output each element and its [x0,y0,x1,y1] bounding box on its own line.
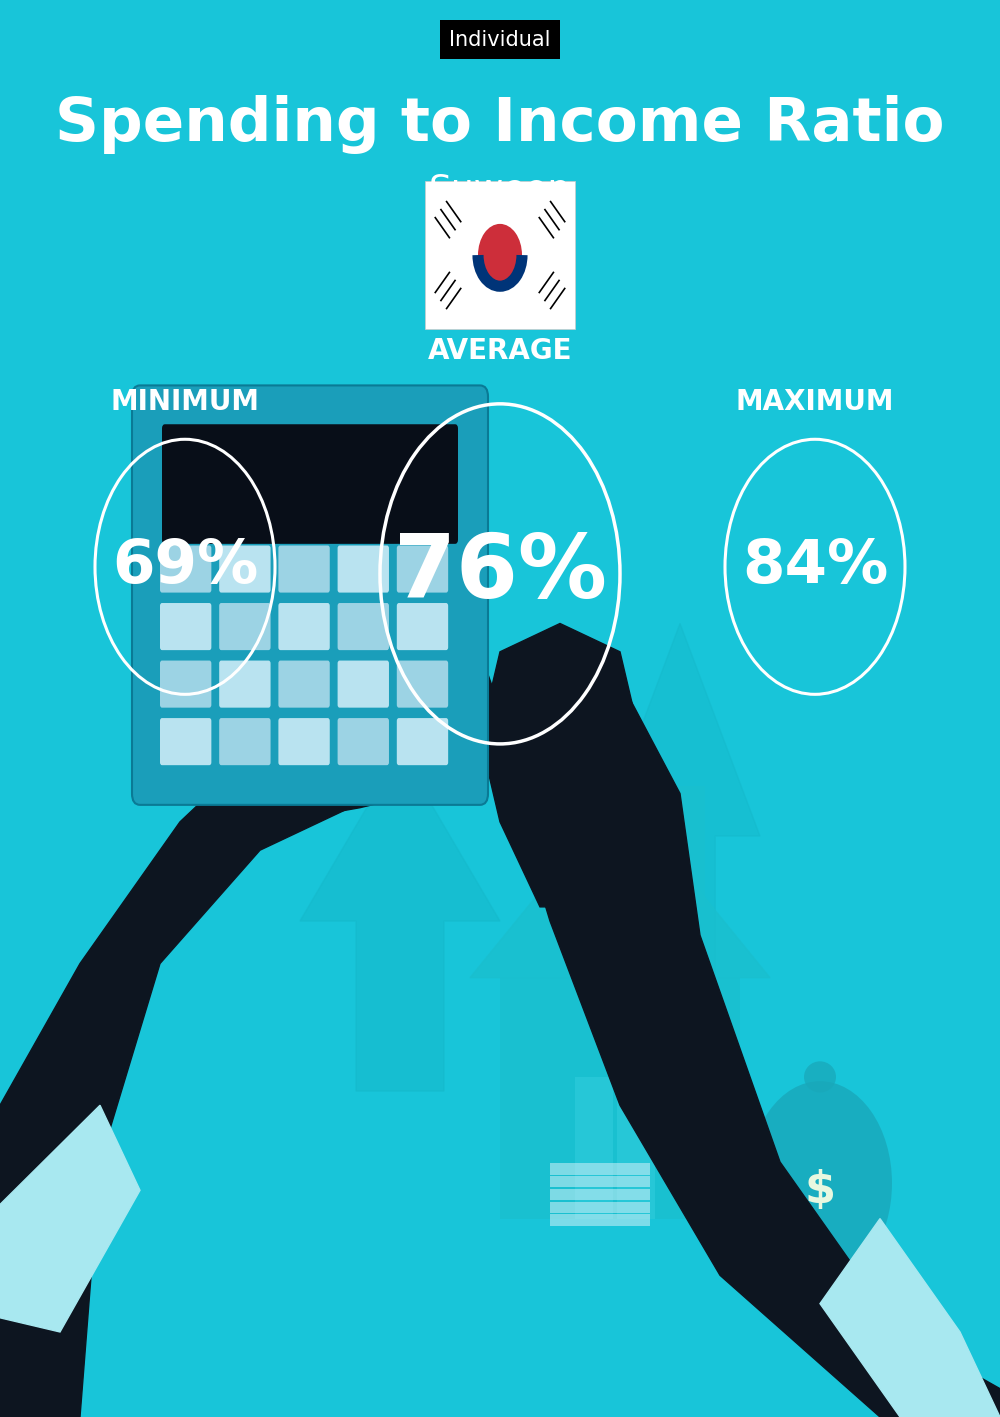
FancyBboxPatch shape [278,660,330,707]
Ellipse shape [719,1094,741,1117]
FancyBboxPatch shape [160,546,211,592]
Bar [575,1077,613,1219]
FancyBboxPatch shape [160,718,211,765]
FancyBboxPatch shape [219,718,271,765]
Polygon shape [0,680,480,1417]
FancyBboxPatch shape [397,660,448,707]
Polygon shape [480,623,640,907]
Polygon shape [220,623,500,822]
Text: $: $ [720,1165,740,1193]
Text: MAXIMUM: MAXIMUM [736,388,894,417]
FancyBboxPatch shape [397,604,448,650]
Text: $: $ [804,1169,836,1212]
Circle shape [682,1108,778,1244]
Bar [550,1202,650,1213]
FancyBboxPatch shape [338,604,389,650]
Bar [550,1189,650,1200]
FancyBboxPatch shape [162,424,458,544]
FancyBboxPatch shape [338,660,389,707]
FancyBboxPatch shape [278,604,330,650]
Bar [550,1176,650,1187]
Polygon shape [470,794,770,978]
FancyBboxPatch shape [278,546,330,592]
Polygon shape [520,680,1000,1417]
FancyBboxPatch shape [397,546,448,592]
Bar [500,978,740,1219]
Bar [617,1077,655,1219]
Bar [550,1163,650,1175]
Ellipse shape [804,1061,836,1093]
Text: 84%: 84% [742,537,888,597]
FancyBboxPatch shape [397,718,448,765]
Circle shape [478,224,522,286]
Polygon shape [300,751,500,1091]
Circle shape [748,1081,892,1285]
Bar [670,786,705,907]
FancyBboxPatch shape [219,546,271,592]
Text: Individual: Individual [449,30,551,50]
Bar [425,181,575,329]
FancyBboxPatch shape [219,604,271,650]
Polygon shape [0,1105,140,1332]
Text: Spending to Income Ratio: Spending to Income Ratio [55,95,945,154]
Text: MINIMUM: MINIMUM [110,388,260,417]
FancyBboxPatch shape [160,604,211,650]
Text: Suweon: Suweon [429,173,571,207]
FancyBboxPatch shape [278,718,330,765]
Text: 76%: 76% [394,530,606,618]
Polygon shape [820,1219,1000,1417]
FancyBboxPatch shape [338,546,389,592]
Polygon shape [600,623,760,1049]
FancyBboxPatch shape [219,660,271,707]
Text: AVERAGE: AVERAGE [428,337,572,366]
FancyBboxPatch shape [132,385,488,805]
FancyBboxPatch shape [338,718,389,765]
Text: 69%: 69% [112,537,258,597]
FancyBboxPatch shape [160,660,211,707]
Bar [550,1214,650,1226]
